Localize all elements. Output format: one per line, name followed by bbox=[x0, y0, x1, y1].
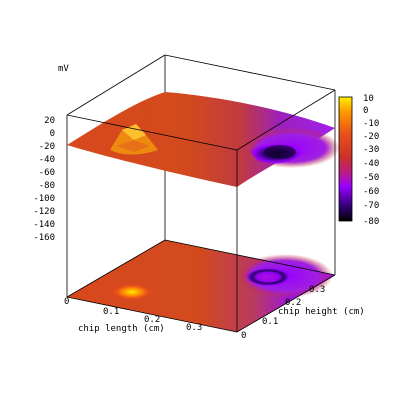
colorbar-tick: -40 bbox=[363, 159, 379, 169]
colorbar: 10 0 -10 -20 -30 -40 -50 -60 -70 -80 bbox=[338, 94, 379, 227]
z-tick: -20 bbox=[39, 142, 55, 152]
y-tick: 0.3 bbox=[309, 285, 325, 295]
colorbar-tick: -20 bbox=[363, 132, 379, 142]
colorbar-tick: 0 bbox=[363, 106, 368, 116]
y-tick: 0.1 bbox=[262, 317, 278, 327]
z-tick: -60 bbox=[39, 168, 55, 178]
colorbar-tick: -80 bbox=[363, 217, 379, 227]
projection-peak bbox=[110, 283, 154, 301]
x-tick: 0.1 bbox=[103, 307, 119, 317]
colorbar-gradient bbox=[338, 96, 353, 222]
y-axis-label: chip height (cm) bbox=[278, 307, 365, 317]
box-front-edges bbox=[66, 89, 336, 333]
z-tick: -40 bbox=[39, 155, 55, 165]
x-tick: 0.2 bbox=[144, 315, 160, 325]
x-tick: 0.3 bbox=[186, 323, 202, 333]
projection-well-ring bbox=[246, 268, 290, 286]
colorbar-tick: -50 bbox=[363, 173, 379, 183]
z-axis-label: mV bbox=[58, 64, 69, 74]
base-projection bbox=[67, 240, 335, 332]
colorbar-tick: 10 bbox=[363, 94, 374, 104]
z-axis-ticks: 20 0 -20 -40 -60 -80 -100 -120 -140 -160 bbox=[33, 116, 55, 243]
x-axis-label: chip length (cm) bbox=[78, 324, 165, 334]
colorbar-tick: -30 bbox=[363, 145, 379, 155]
z-tick: -100 bbox=[33, 194, 55, 204]
y-axis-ticks: 0 0.1 0.2 0.3 bbox=[241, 285, 325, 341]
colorbar-tick: -70 bbox=[363, 201, 379, 211]
z-tick: -160 bbox=[33, 233, 55, 243]
z-tick: -140 bbox=[33, 220, 55, 230]
z-tick: -80 bbox=[39, 181, 55, 191]
y-tick: 0 bbox=[241, 331, 246, 341]
x-tick: 0 bbox=[64, 297, 69, 307]
colorbar-tick: -10 bbox=[363, 119, 379, 129]
x-axis-ticks: 0 0.1 0.2 0.3 bbox=[64, 297, 202, 333]
z-tick: -120 bbox=[33, 207, 55, 217]
z-tick: 20 bbox=[44, 116, 55, 126]
z-tick: 0 bbox=[50, 129, 55, 139]
y-tick: 0.2 bbox=[285, 298, 301, 308]
colorbar-tick: -60 bbox=[363, 187, 379, 197]
surface bbox=[67, 92, 340, 187]
